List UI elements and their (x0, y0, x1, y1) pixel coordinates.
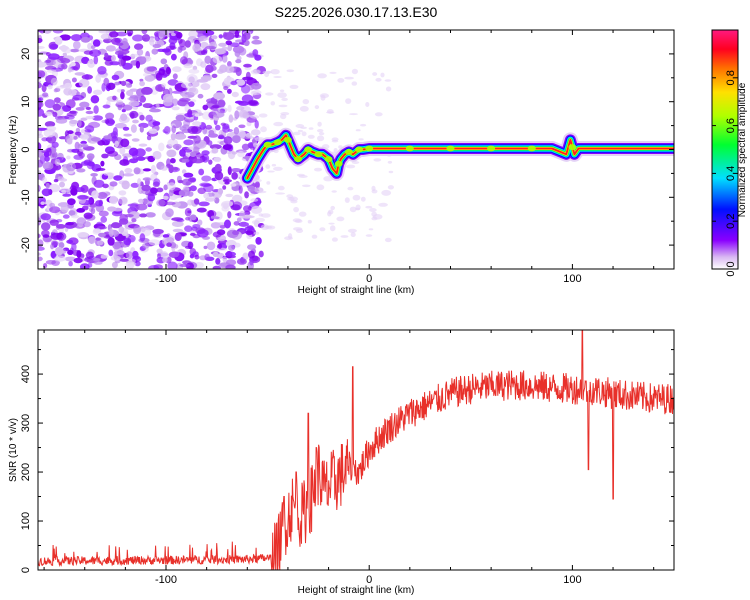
colorbar-tick-label: 0.2 (725, 214, 737, 229)
snr-frame (37, 329, 675, 571)
spectrogram-y-tick-label: 20 (20, 48, 32, 60)
spectrogram-y-ticks: -20 -10 0 10 20 (20, 29, 674, 270)
snr-y-tick-label: 400 (20, 365, 32, 383)
snr-x-tick-label: -100 (155, 574, 177, 586)
colorbar: 0.0 0.2 0.4 0.6 0.8 Normalized spectral ampl… (711, 29, 748, 277)
snr-panel: -100 0 100 0 100 200 300 400 Height of straigh… (8, 329, 675, 596)
snr-x-ticks: -100 0 100 (43, 330, 655, 586)
colorbar-tick-label: 0.6 (725, 118, 737, 133)
snr-y-tick-label: 100 (20, 512, 32, 530)
snr-x-tick-label: 0 (366, 574, 372, 586)
spectrogram-y-tick-label: -10 (20, 189, 32, 205)
snr-y-ticks: 0 100 200 300 400 (20, 349, 674, 573)
spectrogram-x-tick-label: 100 (563, 273, 581, 285)
colorbar-tick-label: 0.4 (725, 166, 737, 181)
colorbar-ticks: 0.0 0.2 0.4 0.6 0.8 (712, 70, 738, 277)
spectrogram-y-tick-label: -20 (20, 237, 32, 253)
spectrogram-y-label: Frequency (Hz) (8, 116, 19, 185)
figure-title: S225.2026.030.17.13.E30 (275, 4, 438, 20)
colorbar-label: Normalized spectral amplitude (737, 82, 748, 217)
snr-y-label: SNR (10 * v/v) (8, 418, 19, 482)
snr-y-tick-label: 0 (20, 567, 32, 573)
snr-x-label: Height of straight line (km) (298, 585, 415, 596)
snr-series-line (38, 330, 674, 570)
spectrogram-x-tick-label: 0 (366, 273, 372, 285)
snr-y-tick-label: 200 (20, 463, 32, 481)
signal-trace (239, 127, 674, 186)
colorbar-tick-label: 0.0 (725, 261, 737, 276)
noise-region (38, 30, 394, 269)
colorbar-tick-label: 0.8 (725, 70, 737, 85)
spectrogram-x-tick-label: -100 (155, 273, 177, 285)
colorbar-gradient (711, 29, 739, 270)
spectrogram-x-label: Height of straight line (km) (298, 285, 415, 296)
spectrogram-y-tick-label: 0 (20, 146, 32, 152)
spectrogram-x-ticks: -100 0 100 (43, 30, 655, 285)
snr-x-tick-label: 100 (563, 574, 581, 586)
snr-y-tick-label: 300 (20, 414, 32, 432)
spectrogram-y-tick-label: 10 (20, 96, 32, 108)
